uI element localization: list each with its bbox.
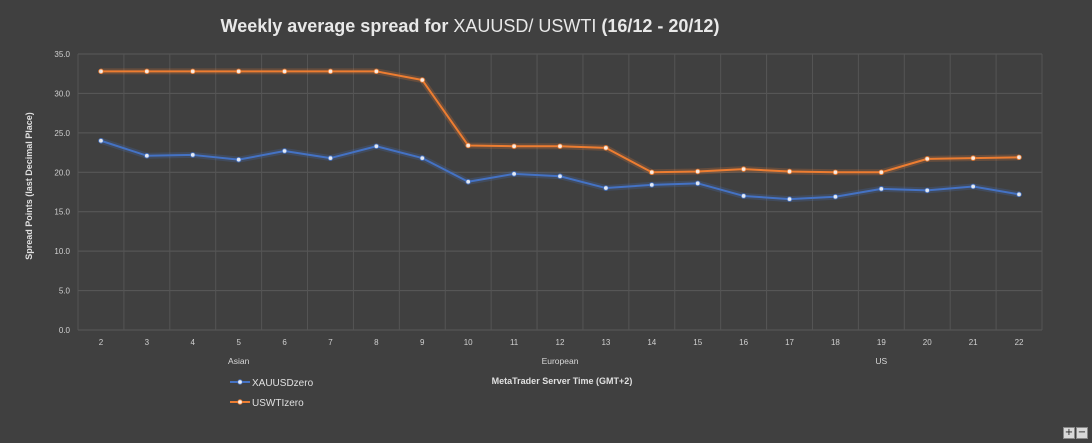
data-point <box>281 68 288 75</box>
session-label: Asian <box>228 356 250 366</box>
x-tick-label: 12 <box>556 338 565 347</box>
x-tick-label: 19 <box>877 338 886 347</box>
data-point <box>327 68 334 75</box>
data-point <box>603 145 609 151</box>
x-tick-label: 17 <box>785 338 794 347</box>
data-point <box>557 173 563 179</box>
x-tick-label: 15 <box>693 338 702 347</box>
data-point <box>373 143 380 149</box>
session-labels: Asian European US <box>228 356 888 366</box>
data-point <box>235 156 242 163</box>
chart-title: Weekly average spread for XAUUSD/ USWTI … <box>221 16 720 36</box>
y-axis-ticks: 0.0 5.0 10.0 15.0 20.0 25.0 30.0 35.0 <box>54 50 70 335</box>
data-point <box>1016 191 1022 198</box>
data-point <box>970 183 976 190</box>
data-point <box>281 148 288 154</box>
x-axis-title: MetaTrader Server Time (GMT+2) <box>492 376 633 386</box>
data-point <box>786 168 793 175</box>
y-tick-label: 20.0 <box>54 168 70 177</box>
y-tick-label: 25.0 <box>54 129 70 138</box>
data-point <box>465 142 471 149</box>
x-tick-label: 20 <box>923 338 932 347</box>
y-tick-label: 35.0 <box>54 50 70 59</box>
series-xauusdzero <box>98 137 1022 203</box>
x-tick-label: 5 <box>236 338 241 347</box>
x-tick-label: 21 <box>969 338 978 347</box>
zoom-out-button[interactable]: − <box>1076 427 1088 439</box>
data-point <box>511 171 517 177</box>
data-point <box>740 193 747 199</box>
data-point <box>144 68 150 75</box>
data-point <box>235 68 242 75</box>
legend-marker <box>237 399 243 405</box>
data-point <box>419 155 425 161</box>
data-point <box>557 143 563 149</box>
x-tick-label: 16 <box>739 338 748 347</box>
data-point <box>832 169 839 175</box>
data-point <box>465 179 471 185</box>
zoom-controls: + − <box>1063 427 1088 439</box>
data-point <box>695 180 701 187</box>
session-label: European <box>542 356 579 366</box>
legend-marker <box>237 379 243 385</box>
data-point <box>1016 154 1022 161</box>
data-point <box>373 68 380 75</box>
data-point <box>786 196 793 202</box>
data-point <box>144 153 150 159</box>
x-axis-ticks: 2 3 4 5 6 7 8 9 10 11 12 13 14 15 16 17 18 19 20 21 22 <box>99 338 1024 347</box>
data-point <box>970 155 976 161</box>
legend: XAUUSDzero USWTIzero <box>230 378 314 409</box>
data-point <box>603 185 609 191</box>
x-tick-label: 10 <box>464 338 473 347</box>
chart-title-part-2: XAUUSD/ USWTI <box>453 16 596 36</box>
data-point <box>98 138 104 144</box>
x-tick-label: 4 <box>191 338 196 347</box>
x-tick-label: 7 <box>328 338 333 347</box>
data-point <box>878 186 885 192</box>
data-point <box>878 169 885 175</box>
series-uswtizero <box>98 68 1022 176</box>
data-point <box>98 68 104 75</box>
data-point <box>190 152 196 158</box>
data-point <box>740 166 747 172</box>
x-tick-label: 18 <box>831 338 840 347</box>
y-tick-label: 10.0 <box>54 247 70 256</box>
chart-title-part-3: (16/12 - 20/12) <box>596 16 719 36</box>
zoom-in-button[interactable]: + <box>1063 427 1075 439</box>
data-point <box>924 156 930 162</box>
y-axis-title: Spread Points (last Decimal Place) <box>24 112 34 260</box>
data-point <box>327 155 334 161</box>
series-lines <box>98 68 1022 203</box>
data-point <box>924 187 930 194</box>
x-tick-label: 2 <box>99 338 104 347</box>
x-tick-label: 8 <box>374 338 379 347</box>
legend-label: USWTIzero <box>252 398 304 409</box>
data-point <box>419 77 425 83</box>
x-tick-label: 11 <box>510 338 519 347</box>
x-tick-label: 9 <box>420 338 425 347</box>
data-point <box>649 169 655 175</box>
x-tick-label: 22 <box>1015 338 1024 347</box>
chart-title-part-1: Weekly average spread for <box>221 16 454 36</box>
y-tick-label: 0.0 <box>59 326 71 335</box>
session-label: US <box>875 356 887 366</box>
data-point <box>832 194 839 200</box>
x-tick-label: 14 <box>647 338 656 347</box>
y-tick-label: 15.0 <box>54 208 70 217</box>
data-point <box>511 143 517 149</box>
data-point <box>695 168 701 175</box>
x-tick-label: 3 <box>145 338 150 347</box>
y-tick-label: 30.0 <box>54 89 70 98</box>
data-point <box>649 182 655 188</box>
x-tick-label: 13 <box>601 338 610 347</box>
y-tick-label: 5.0 <box>59 287 71 296</box>
grid <box>77 53 1043 331</box>
x-tick-label: 6 <box>282 338 287 347</box>
legend-label: XAUUSDzero <box>252 378 314 389</box>
data-point <box>190 68 196 75</box>
